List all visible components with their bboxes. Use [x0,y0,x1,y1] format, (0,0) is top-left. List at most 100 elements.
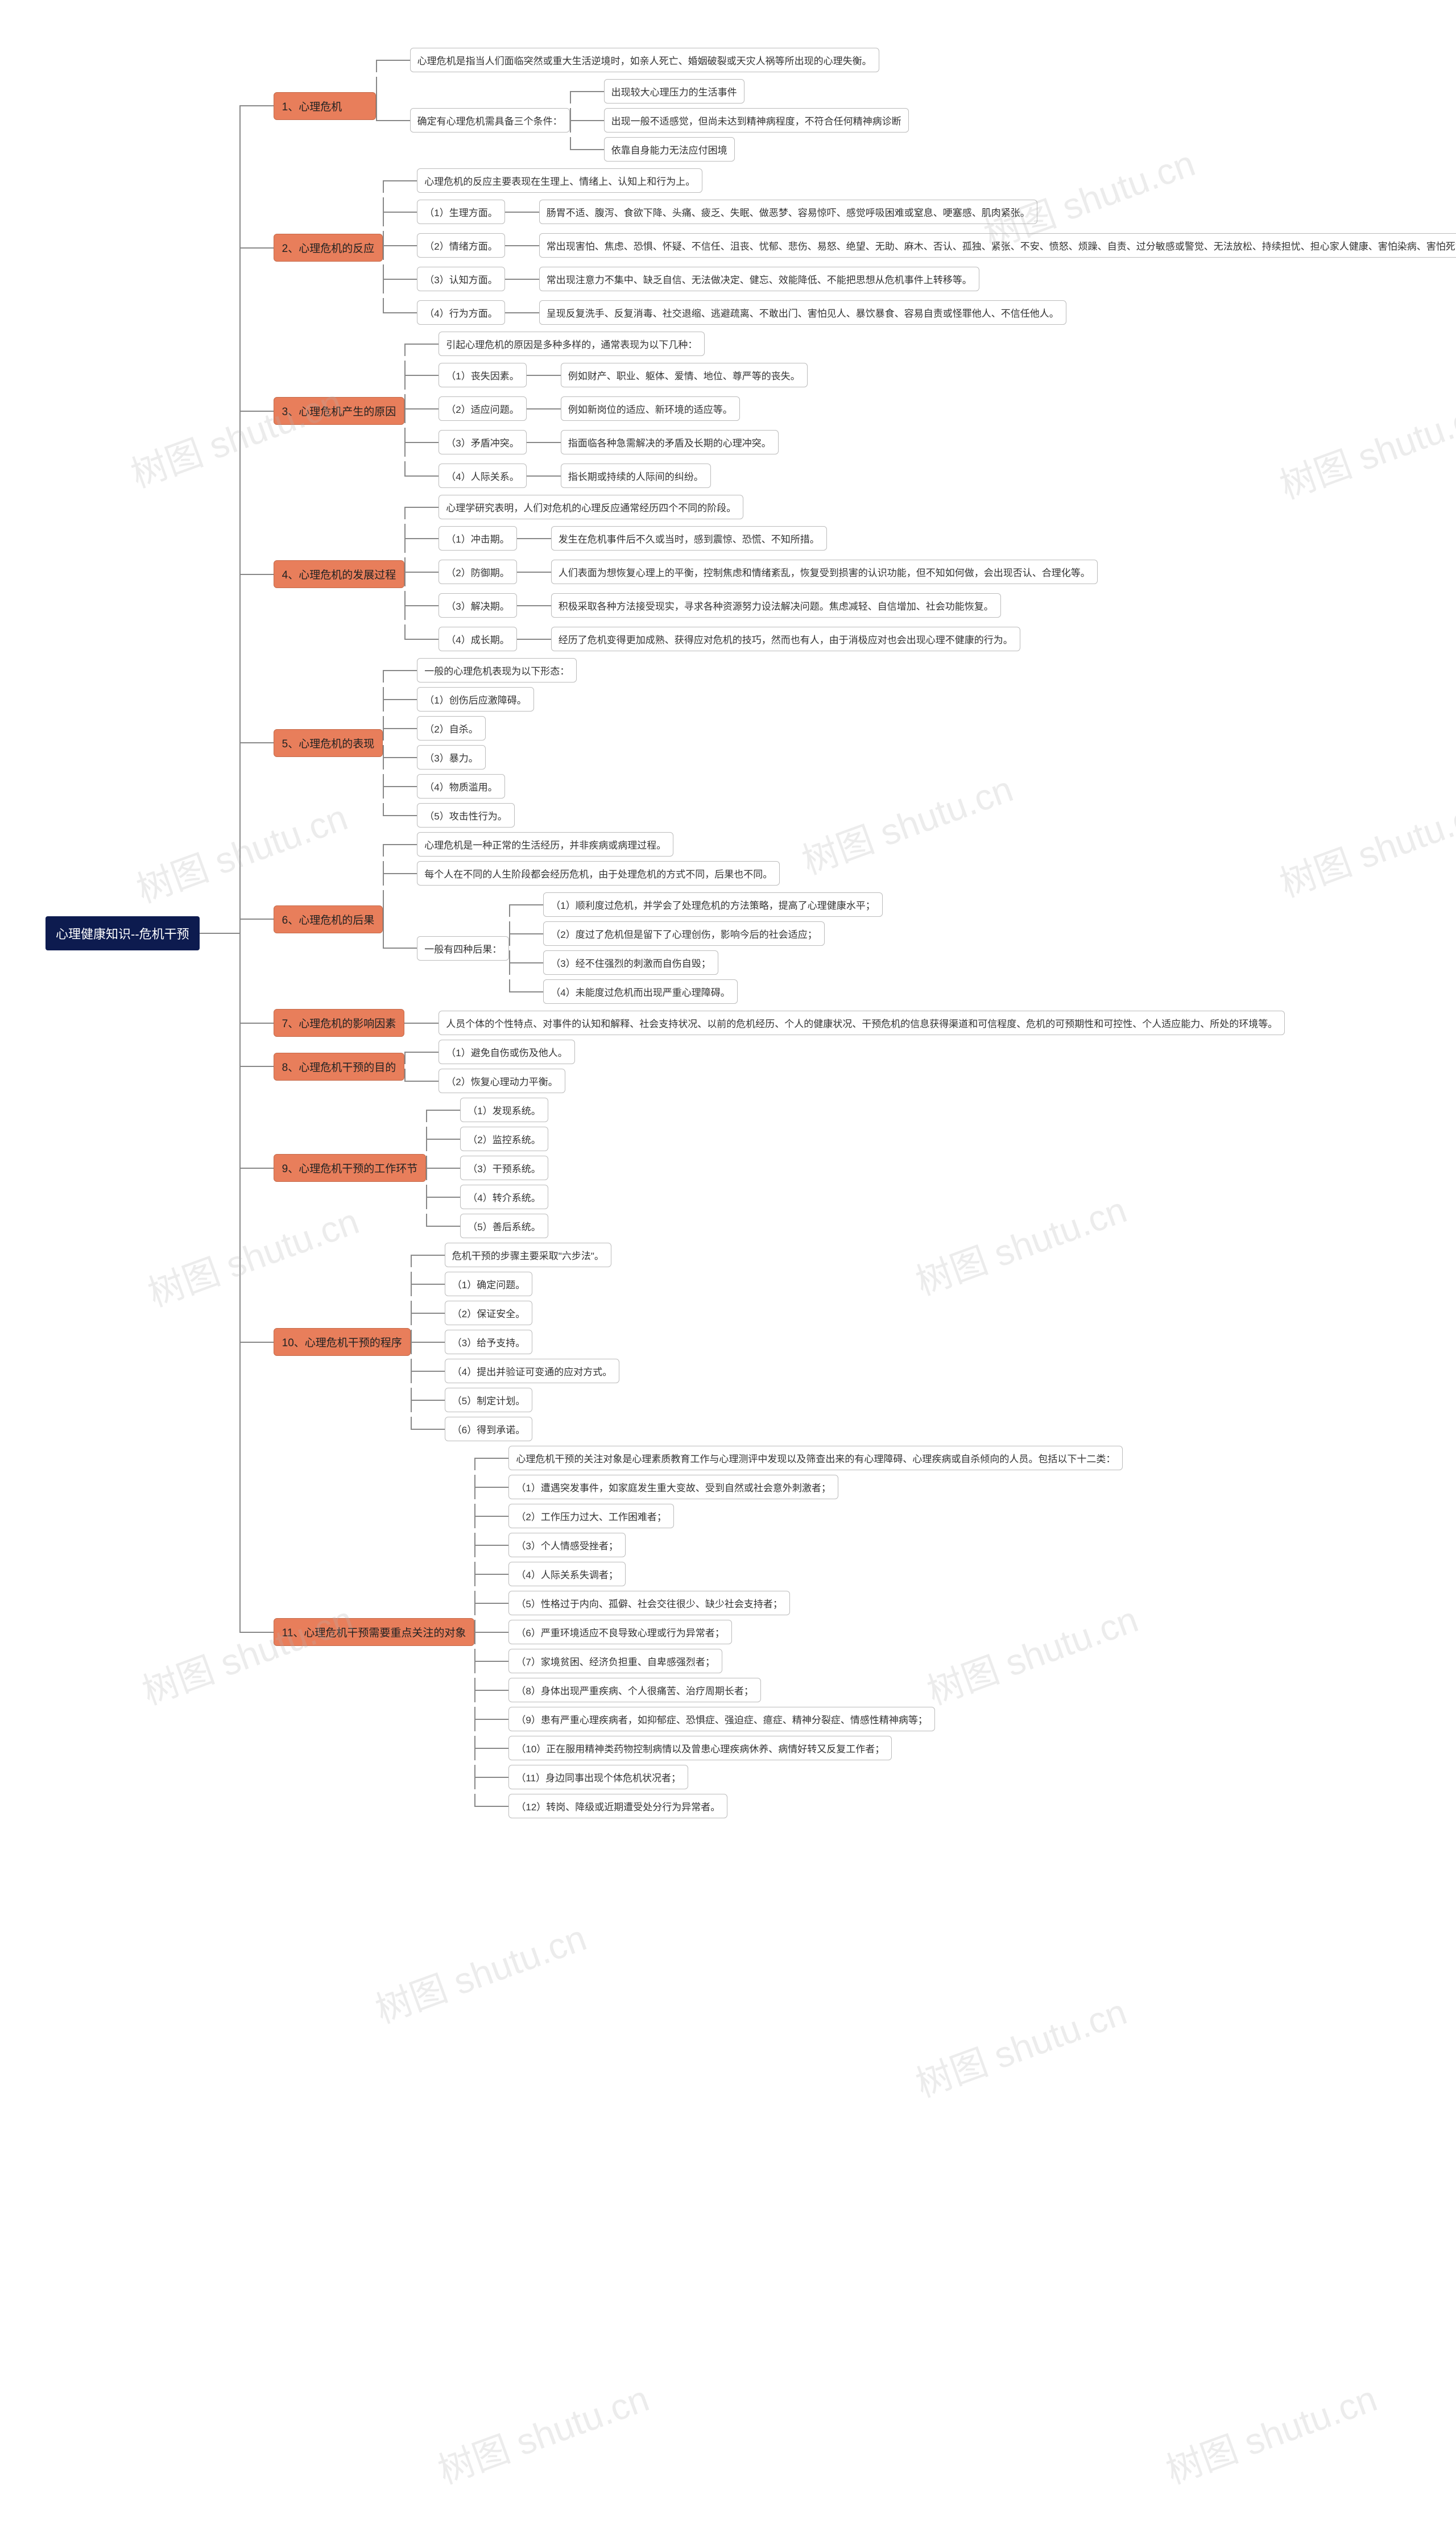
branch-row: 肠胃不适、腹泻、食欲下降、头痛、疲乏、失眠、做恶梦、容易惊吓、感觉呼吸困难或窒息… [505,200,1037,224]
leaf-node: （2）工作压力过大、工作困难者； [508,1504,673,1528]
branch-row: （5）制定计划。 [411,1388,619,1412]
branch-row: （4）提出并验证可变通的应对方式。 [411,1359,619,1383]
leaf-node: （4）物质滥用。 [417,774,504,799]
sub-branch-container: 一般的心理危机表现为以下形态：（1）创伤后应激障碍。（2）自杀。（3）暴力。（4… [383,656,577,830]
leaf-node: 一般的心理危机表现为以下形态： [417,658,577,682]
branch-row: （3）解决期。积极采取各种方法接受现实，寻求各种资源努力设法解决问题。焦虑减轻、… [404,591,1097,620]
branch-row: 呈现反复洗手、反复消毒、社交退缩、逃避疏离、不敢出门、害怕见人、暴饮暴食、容易自… [505,300,1066,325]
leaf-node: 确定有心理危机需具备三个条件： [410,108,570,133]
leaf-node: 例如财产、职业、躯体、爱情、地位、尊严等的丧失。 [561,363,808,387]
leaf-node: （6）得到承诺。 [445,1417,532,1441]
branch-row: （1）避免自伤或伤及他人。 [404,1040,574,1064]
branch-node-l1: 3、心理危机产生的原因 [274,397,405,425]
branch-row: （1）遭遇突发事件，如家庭发生重大变故、受到自然或社会意外刺激者； [474,1475,1123,1499]
branch-node-l1: 8、心理危机干预的目的 [274,1053,405,1081]
leaf-node: 心理危机是一种正常的生活经历，并非疾病或病理过程。 [417,832,673,857]
sub-branch-container: 人们表面为想恢复心理上的平衡，控制焦虑和情绪紊乱，恢复受到损害的认识功能，但不知… [517,557,1098,586]
leaf-node: （3）给予支持。 [445,1330,532,1354]
leaf-node: （1）顺利度过危机，并学会了处理危机的方法策略，提高了心理健康水平； [543,892,882,917]
leaf-node: （4）转介系统。 [460,1185,548,1209]
branch-row: （1）发现系统。 [426,1098,548,1122]
branch-row: 心理危机的反应主要表现在生理上、情绪上、认知上和行为上。 [383,168,1456,193]
leaf-node: （4）人际关系失调者； [508,1562,625,1586]
branch-row: 例如财产、职业、躯体、爱情、地位、尊严等的丧失。 [527,363,808,387]
branch-row: 常出现害怕、焦虑、恐惧、怀疑、不信任、沮丧、忧郁、悲伤、易怒、绝望、无助、麻木、… [505,233,1456,258]
branch-row: （4）人际关系。 指长期或持续的人际间的纠纷。 [404,461,807,490]
watermark-text: 树图 shutu.cn [908,1983,1133,2107]
leaf-node: （10）正在服用精神类药物控制病情以及曾患心理疾病休养、病情好转又反复工作者； [508,1736,892,1760]
branch-row: 常出现注意力不集中、缺乏自信、无法做决定、健忘、效能降低、不能把思想从危机事件上… [505,267,979,291]
branch-row: 出现一般不适感觉，但尚未达到精神病程度，不符合任何精神病诊断 [570,108,909,133]
branch-row: 指面临各种急需解决的矛盾及长期的心理冲突。 [527,430,779,454]
main-branch-row: 10、心理危机干预的程序危机干预的步骤主要采取"六步法"。（1）确定问题。（2）… [239,1240,1456,1443]
leaf-node: （4）未能度过危机而出现严重心理障碍。 [543,979,737,1004]
main-branch-row: 2、心理危机的反应心理危机的反应主要表现在生理上、情绪上、认知上和行为上。（1）… [239,166,1456,329]
leaf-node: （3）认知方面。 [417,267,504,291]
sub-branch-container: 引起心理危机的原因是多种多样的，通常表现为以下几种： （1）丧失因素。 例如财产、职… [404,329,807,493]
sub-branch-container: （1）发现系统。（2）监控系统。（3）干预系统。（4）转介系统。（5）善后系统。 [426,1095,548,1240]
leaf-node: 指长期或持续的人际间的纠纷。 [561,464,711,488]
branch-row: 人们表面为想恢复心理上的平衡，控制焦虑和情绪紊乱，恢复受到损害的认识功能，但不知… [517,560,1098,584]
leaf-node: 出现较大心理压力的生活事件 [604,79,744,104]
branch-row: （2）适应问题。例如新岗位的适应、新环境的适应等。 [404,394,807,423]
leaf-node: （1）创伤后应激障碍。 [417,687,533,712]
branch-row: （7）家境贫困、经济负担重、自卑感强烈者； [474,1649,1123,1673]
leaf-node: （4）人际关系。 [439,464,526,488]
branch-row: （5）性格过于内向、孤僻、社会交往很少、缺少社会支持者； [474,1591,1123,1615]
leaf-node: （1）生理方面。 [417,200,504,224]
branch-row: 心理危机是指当人们面临突然或重大生活逆境时，如亲人死亡、婚姻破裂或天灾人祸等所出… [376,48,909,72]
leaf-node: （4）提出并验证可变通的应对方式。 [445,1359,619,1383]
branch-row: （6）得到承诺。 [411,1417,619,1441]
leaf-node: 常出现注意力不集中、缺乏自信、无法做决定、健忘、效能降低、不能把思想从危机事件上… [539,267,979,291]
leaf-node: 积极采取各种方法接受现实，寻求各种资源努力设法解决问题。焦虑减轻、自信增加、社会… [551,593,1001,618]
leaf-node: 心理危机的反应主要表现在生理上、情绪上、认知上和行为上。 [417,168,702,193]
branch-row: （2）工作压力过大、工作困难者； [474,1504,1123,1528]
leaf-node: （5）制定计划。 [445,1388,532,1412]
branch-row: （5）善后系统。 [426,1214,548,1238]
sub-branch-container: 例如新岗位的适应、新环境的适应等。 [527,394,740,423]
leaf-node: （8）身体出现严重疾病、个人很痛苦、治疗周期长者； [508,1678,760,1702]
watermark-text: 树图 shutu.cn [367,1909,593,2033]
sub-branch-container: 指面临各种急需解决的矛盾及长期的心理冲突。 [527,428,779,457]
leaf-node: 依靠自身能力无法应付困境 [604,137,735,162]
leaf-node: 人们表面为想恢复心理上的平衡，控制焦虑和情绪紊乱，恢复受到损害的认识功能，但不知… [551,560,1098,584]
main-branch-row: 8、心理危机干预的目的（1）避免自伤或伤及他人。（2）恢复心理动力平衡。 [239,1037,1456,1095]
leaf-node: （5）善后系统。 [460,1214,548,1238]
branch-row: （1）创伤后应激障碍。 [383,687,577,712]
branch-row: （1）生理方面。肠胃不适、腹泻、食欲下降、头痛、疲乏、失眠、做恶梦、容易惊吓、感… [383,197,1456,226]
branch-row: （2）情绪方面。常出现害怕、焦虑、恐惧、怀疑、不信任、沮丧、忧郁、悲伤、易怒、绝… [383,231,1456,260]
branch-row: （2）自杀。 [383,716,577,741]
leaf-node: （3）经不住强烈的刺激而自伤自毁； [543,950,718,975]
sub-branch-container: 指长期或持续的人际间的纠纷。 [527,461,711,490]
leaf-node: 引起心理危机的原因是多种多样的，通常表现为以下几种： [439,332,705,356]
leaf-node: 指面临各种急需解决的矛盾及长期的心理冲突。 [561,430,779,454]
leaf-node: （1）丧失因素。 [439,363,526,387]
branch-node-l1: 7、心理危机的影响因素 [274,1009,405,1037]
sub-branch-container: （1）顺利度过危机，并学会了处理危机的方法策略，提高了心理健康水平；（2）度过了… [509,890,882,1006]
branch-row: （9）患有严重心理疾病者，如抑郁症、恐惧症、强迫症、癔症、精神分裂症、情感性精神… [474,1707,1123,1731]
root-connector [200,933,239,934]
leaf-node: （4）行为方面。 [417,300,504,325]
leaf-node: 出现一般不适感觉，但尚未达到精神病程度，不符合任何精神病诊断 [604,108,909,133]
sub-branch-container: （1）避免自伤或伤及他人。（2）恢复心理动力平衡。 [404,1037,574,1095]
branch-row: 指长期或持续的人际间的纠纷。 [527,464,711,488]
branch-row: （3）矛盾冲突。指面临各种急需解决的矛盾及长期的心理冲突。 [404,428,807,457]
leaf-node: （1）避免自伤或伤及他人。 [439,1040,574,1064]
branch-row: 心理学研究表明，人们对危机的心理反应通常经历四个不同的阶段。 [404,495,1097,519]
branch-row: 心理危机是一种正常的生活经历，并非疾病或病理过程。 [383,832,882,857]
branch-row: 心理危机干预的关注对象是心理素质教育工作与心理测评中发现以及筛查出来的有心理障碍… [474,1446,1123,1470]
branch-row: （8）身体出现严重疾病、个人很痛苦、治疗周期长者； [474,1678,1123,1702]
branch-row: （4）物质滥用。 [383,774,577,799]
leaf-node: 一般有四种后果： [417,936,509,961]
branch-node-l1: 6、心理危机的后果 [274,905,383,933]
branch-row: 一般的心理危机表现为以下形态： [383,658,577,682]
branch-row: 发生在危机事件后不久或当时，感到震惊、恐慌、不知所措。 [517,526,827,551]
branch-row: （1）确定问题。 [411,1272,619,1296]
branch-row: （5）攻击性行为。 [383,803,577,828]
sub-branch-container: 常出现注意力不集中、缺乏自信、无法做决定、健忘、效能降低、不能把思想从危机事件上… [505,264,979,293]
branch-row: （1）冲击期。发生在危机事件后不久或当时，感到震惊、恐慌、不知所措。 [404,524,1097,553]
leaf-node: （6）严重环境适应不良导致心理或行为异常者； [508,1620,731,1644]
sub-branch-container: 心理危机的反应主要表现在生理上、情绪上、认知上和行为上。 （1）生理方面。肠胃不适… [383,166,1456,329]
sub-branch-container: 常出现害怕、焦虑、恐惧、怀疑、不信任、沮丧、忧郁、悲伤、易怒、绝望、无助、麻木、… [505,231,1456,260]
branch-row: （2）保证安全。 [411,1301,619,1325]
